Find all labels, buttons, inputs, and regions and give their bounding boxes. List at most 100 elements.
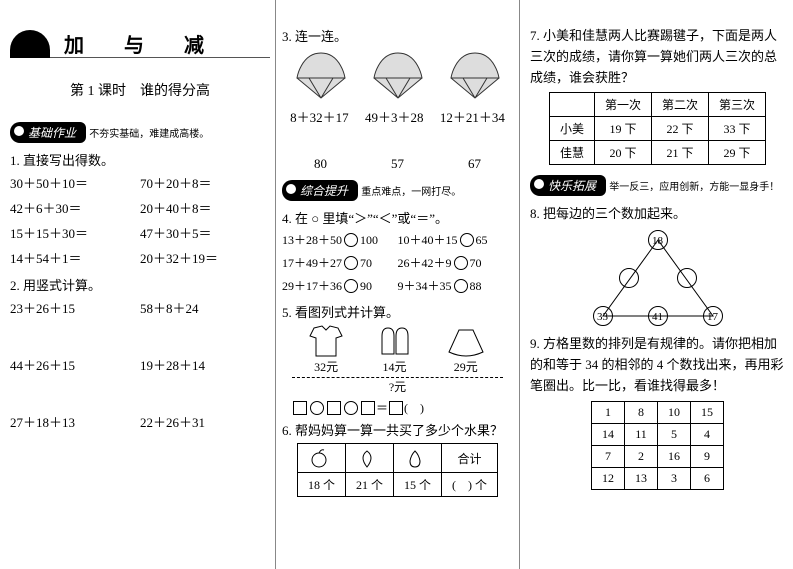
q1-item: 20＋32＋19＝ bbox=[140, 248, 270, 267]
q5-price: 32元 bbox=[306, 358, 346, 375]
q9-cell: 3 bbox=[658, 467, 691, 489]
q8-title: 8. 把每边的三个数加起来。 bbox=[530, 203, 785, 222]
q9-cell: 11 bbox=[625, 423, 658, 445]
parachute-icon bbox=[291, 48, 351, 103]
section-comp-tag: 综合提升 bbox=[282, 180, 358, 201]
q7-cell: 19 下 bbox=[594, 117, 651, 141]
q2-item: 23＋26＋15 bbox=[10, 298, 140, 317]
column-left: 加 与 减 第 1 课时 谁的得分高 基础作业 不夯实基础，难建成高楼。 1. … bbox=[10, 0, 270, 569]
q8-triangle: 18 33 41 17 bbox=[583, 228, 733, 328]
q7-cell: 29 下 bbox=[709, 141, 766, 165]
q3-icons-row bbox=[282, 48, 513, 103]
q6-title: 6. 帮妈妈算一算一共买了多少个水果？ bbox=[282, 420, 513, 439]
q3-top: 8＋32＋17 bbox=[290, 107, 349, 126]
q6-cell: 18 个 bbox=[297, 473, 345, 497]
q4-lhs: 17＋49＋27 bbox=[282, 256, 342, 270]
section-ext-header: 快乐拓展 举一反三，应用创新，方能一显身手！ bbox=[530, 175, 785, 200]
q6-cell: 21 个 bbox=[345, 473, 393, 497]
q4-rhs: 88 bbox=[470, 279, 482, 293]
q8-node-midR bbox=[677, 268, 697, 288]
q9-cell: 15 bbox=[691, 401, 724, 423]
q5-item: 29元 bbox=[443, 324, 489, 375]
q9-cell: 6 bbox=[691, 467, 724, 489]
q8-node-right: 17 bbox=[703, 306, 723, 326]
q4-item: 9＋34＋3588 bbox=[398, 277, 514, 294]
q8-node-top: 18 bbox=[648, 230, 668, 250]
q2-item: 44＋26＋15 bbox=[10, 355, 140, 374]
table-row: 合计 bbox=[297, 444, 497, 473]
q2-item: 58＋8＋24 bbox=[140, 298, 270, 317]
q7-h: 第一次 bbox=[594, 93, 651, 117]
q7-cell: 21 下 bbox=[652, 141, 709, 165]
q9-cell: 5 bbox=[658, 423, 691, 445]
q9-cell: 8 bbox=[625, 401, 658, 423]
chapter-bullet-icon bbox=[10, 30, 50, 58]
q9-cell: 13 bbox=[625, 467, 658, 489]
fruit-apple-icon bbox=[297, 444, 345, 473]
q7-h bbox=[549, 93, 594, 117]
section-ext-tag: 快乐拓展 bbox=[530, 175, 606, 196]
blank-circle-icon bbox=[460, 233, 474, 247]
q7-cell: 小美 bbox=[549, 117, 594, 141]
q1-item: 42＋6＋30＝ bbox=[10, 198, 140, 217]
q7-title: 7. 小美和佳慧两人比赛踢毽子，下面是两人三次的成绩，请你算一算她们两人三次的总… bbox=[530, 26, 785, 88]
q1-item: 15＋15＋30＝ bbox=[10, 223, 140, 242]
table-row: 18 个 21 个 15 个 ( ) 个 bbox=[297, 473, 497, 497]
q9-cell: 12 bbox=[592, 467, 625, 489]
q5-price: 14元 bbox=[374, 358, 414, 375]
q4-rhs: 70 bbox=[470, 256, 482, 270]
table-row: 第一次 第二次 第三次 bbox=[549, 93, 765, 117]
q4-lhs: 13＋28＋50 bbox=[282, 233, 342, 247]
q4-lhs: 10＋40＋15 bbox=[398, 233, 458, 247]
chapter-title: 加 与 减 bbox=[64, 29, 214, 58]
q2-title: 2. 用竖式计算。 bbox=[10, 275, 270, 294]
q3-bottom: 67 bbox=[468, 156, 481, 172]
q6-cell: ( ) 个 bbox=[442, 473, 498, 497]
q9-cell: 16 bbox=[658, 445, 691, 467]
section-comp-sub: 重点难点，一网打尽。 bbox=[361, 187, 461, 198]
q5-item: 14元 bbox=[374, 324, 414, 375]
blank-square-icon bbox=[293, 401, 307, 415]
q4-grid: 13＋28＋50100 10＋40＋1565 17＋49＋2770 26＋42＋… bbox=[282, 231, 513, 294]
q3-top: 49＋3＋28 bbox=[365, 107, 424, 126]
q7-h: 第三次 bbox=[709, 93, 766, 117]
blank-square-icon bbox=[361, 401, 375, 415]
q2-item: 22＋26＋31 bbox=[140, 412, 270, 431]
q4-rhs: 90 bbox=[360, 279, 372, 293]
parachute-icon bbox=[368, 48, 428, 103]
blank-circle-icon bbox=[344, 401, 358, 415]
blank-circle-icon bbox=[344, 233, 358, 247]
q4-rhs: 100 bbox=[360, 233, 378, 247]
q4-item: 17＋49＋2770 bbox=[282, 254, 398, 271]
table-row: 121336 bbox=[592, 467, 724, 489]
q5-item: 32元 bbox=[306, 324, 346, 375]
q5-items-row: 32元 14元 29元 bbox=[292, 324, 503, 378]
q2-item: 19＋28＋14 bbox=[140, 355, 270, 374]
q1-item: 14＋54＋1＝ bbox=[10, 248, 140, 267]
section-basic-tag: 基础作业 bbox=[10, 122, 86, 143]
q9-cell: 7 bbox=[592, 445, 625, 467]
q9-cell: 1 bbox=[592, 401, 625, 423]
fruit-peach-icon bbox=[345, 444, 393, 473]
lesson-title: 第 1 课时 谁的得分高 bbox=[10, 80, 270, 100]
q1-item: 47＋30＋5＝ bbox=[140, 223, 270, 242]
q8-node-bottom: 41 bbox=[648, 306, 668, 326]
blank-circle-icon bbox=[310, 401, 324, 415]
section-basic-sub: 不夯实基础，难建成高楼。 bbox=[89, 129, 209, 140]
q6-table: 合计 18 个 21 个 15 个 ( ) 个 bbox=[297, 443, 498, 497]
q1-title: 1. 直接写出得数。 bbox=[10, 150, 270, 169]
section-ext-sub: 举一反三，应用创新，方能一显身手！ bbox=[609, 182, 779, 193]
q3-bottom: 80 bbox=[314, 156, 327, 172]
fruit-pear-icon bbox=[394, 444, 442, 473]
q9-cell: 4 bbox=[691, 423, 724, 445]
column-middle: 3. 连一连。 8＋32＋17 49＋3＋28 12＋21＋34 80 57 6… bbox=[275, 0, 520, 569]
q5-title: 5. 看图列式并计算。 bbox=[282, 302, 513, 321]
q5-equation: ＝( ) bbox=[292, 399, 503, 416]
q6-cell: 15 个 bbox=[394, 473, 442, 497]
q7-cell: 22 下 bbox=[652, 117, 709, 141]
parachute-icon bbox=[445, 48, 505, 103]
q9-cell: 9 bbox=[691, 445, 724, 467]
q7-h: 第二次 bbox=[652, 93, 709, 117]
q3-top: 12＋21＋34 bbox=[440, 107, 505, 126]
table-row: 佳慧 20 下 21 下 29 下 bbox=[549, 141, 765, 165]
